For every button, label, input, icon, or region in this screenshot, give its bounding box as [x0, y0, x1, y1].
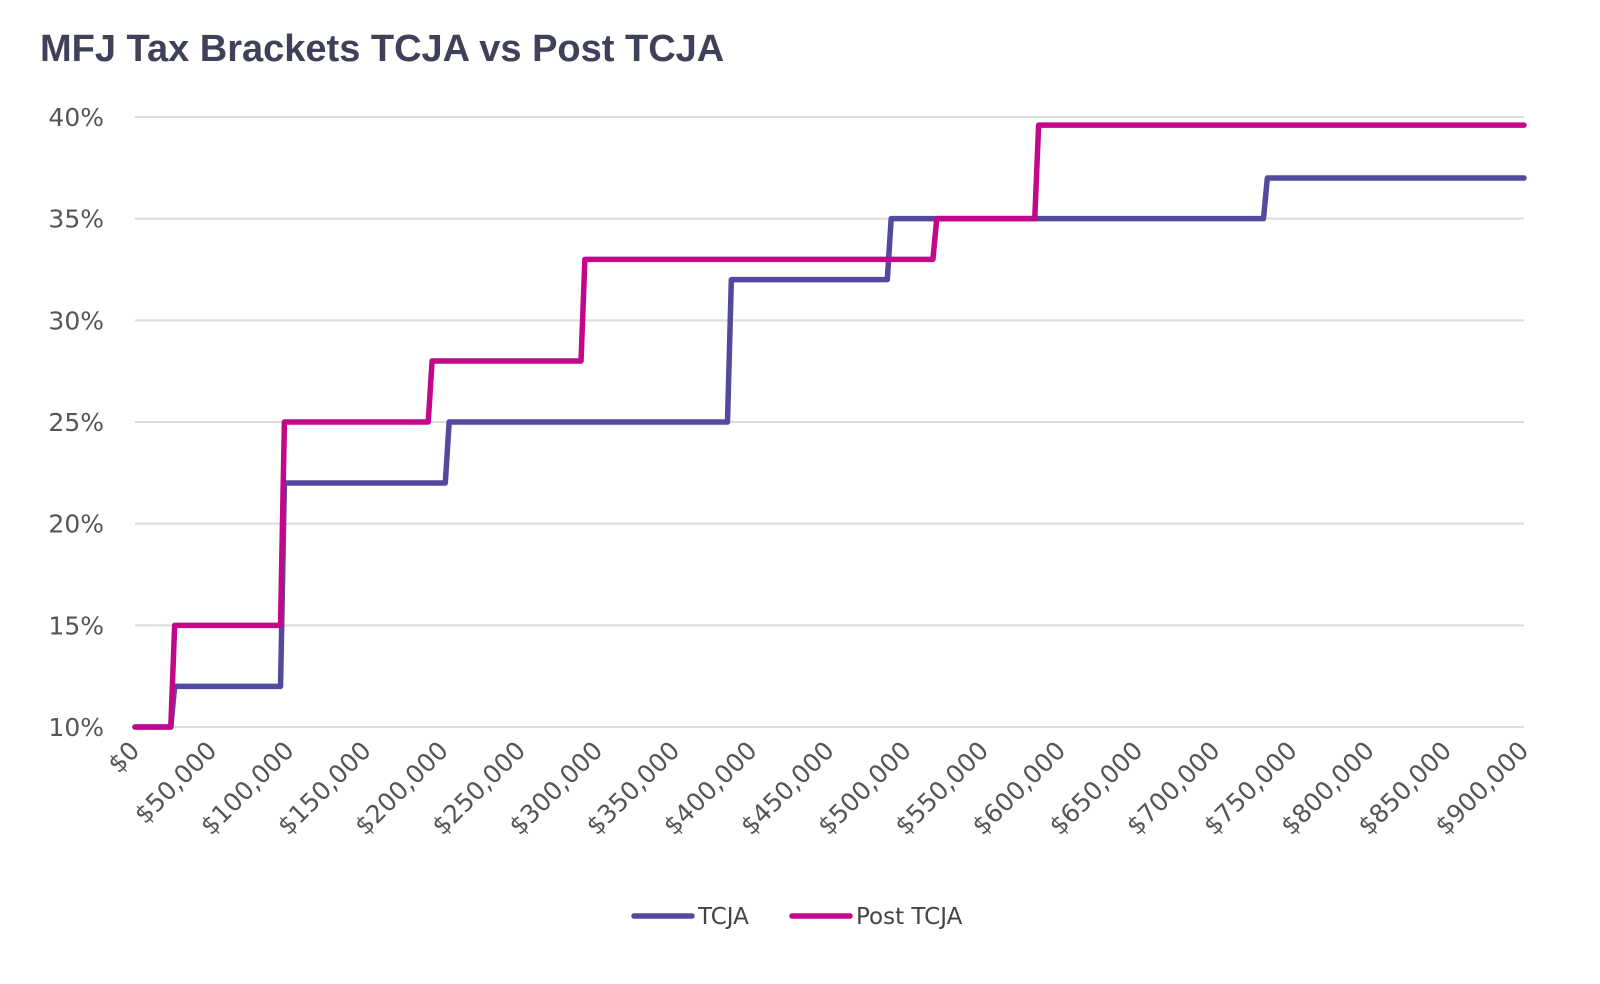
legend-label: TCJA [697, 904, 749, 930]
series-line-post-tcja [132, 122, 1527, 730]
y-tick-label: 30% [48, 306, 104, 335]
chart-title: MFJ Tax Brackets TCJA vs Post TCJA [40, 28, 725, 70]
x-tick-label: $0 [102, 736, 145, 779]
series-line-tcja [132, 175, 1527, 730]
y-tick-label: 35% [48, 205, 104, 234]
y-tick-label: 20% [48, 510, 104, 539]
y-tick-label: 10% [48, 713, 104, 742]
y-tick-label: 15% [48, 611, 104, 640]
y-tick-label: 40% [48, 103, 104, 132]
y-tick-label: 25% [48, 408, 104, 437]
legend-label: Post TCJA [856, 904, 963, 930]
